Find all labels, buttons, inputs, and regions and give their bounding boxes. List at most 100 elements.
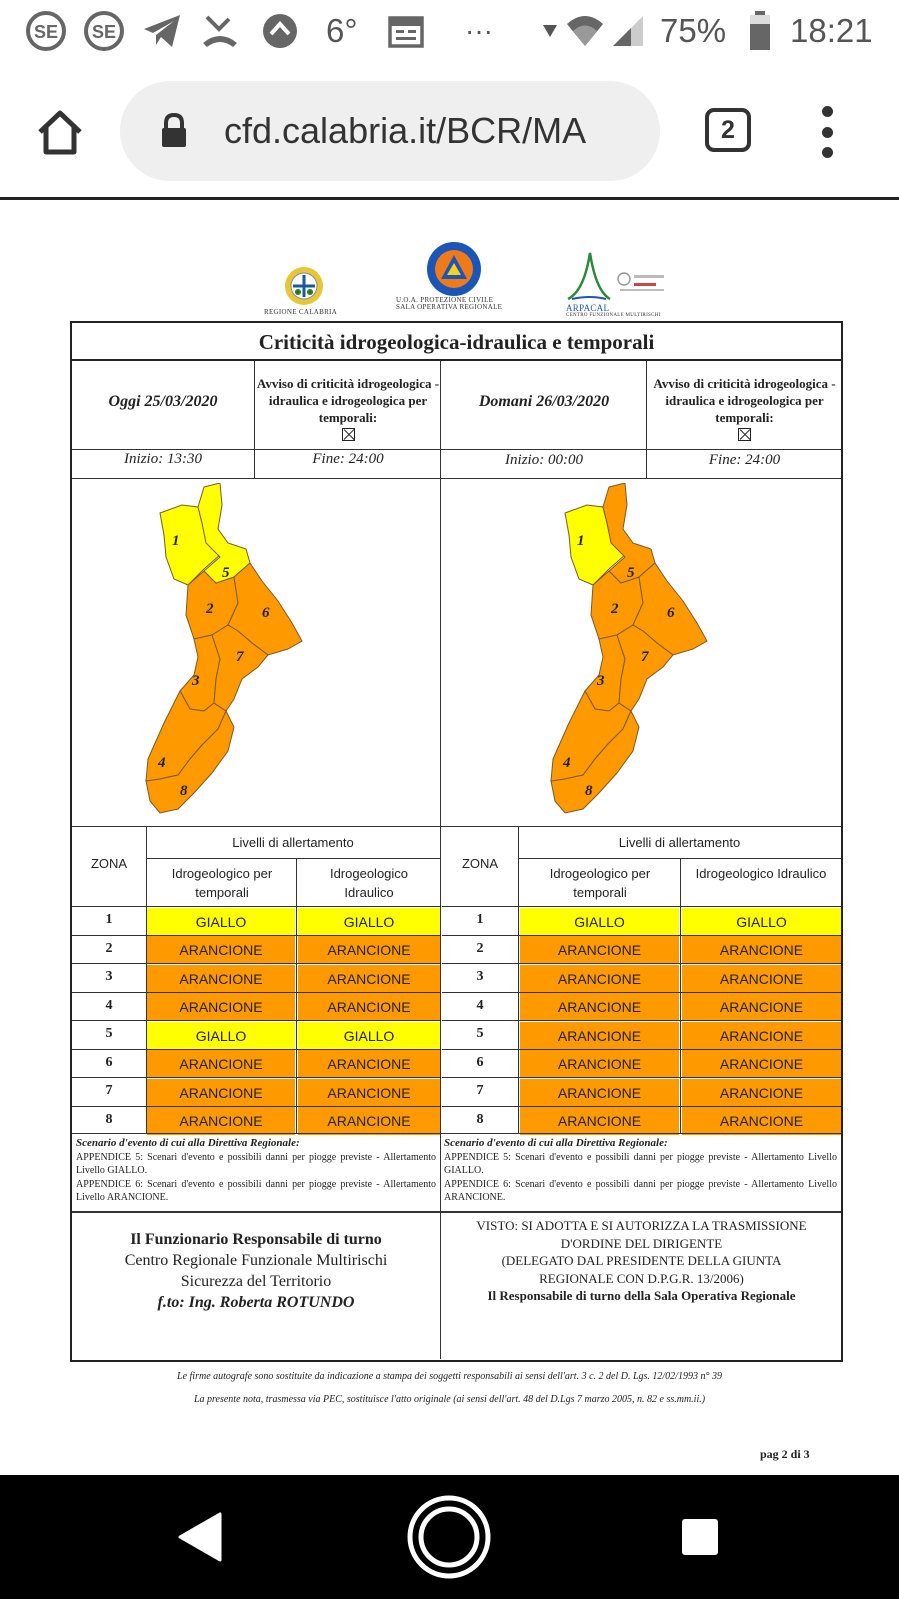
map-zone-label: 4: [562, 755, 571, 771]
alert-level-idraulico: ARANCIONE: [682, 993, 841, 1021]
map-zone-label: 8: [585, 783, 593, 799]
sig-right-line4: REGIONALE CON D.P.G.R. 13/2006): [539, 1270, 744, 1286]
table-row: [72, 906, 440, 935]
center-divider: [440, 361, 441, 1359]
home-circle-icon: [407, 1495, 491, 1579]
home-icon: [38, 110, 82, 155]
alert-level-temporali: ARANCIONE: [520, 1078, 679, 1107]
table-row: [442, 1020, 841, 1049]
scenario-app5: APPENDICE 5: Scenari d'evento e possibil…: [76, 1151, 436, 1177]
temperature-text: 6°: [326, 12, 358, 49]
alert-level-idraulico: ARANCIONE: [298, 1107, 440, 1135]
table-row: [72, 1048, 440, 1078]
alert-level-temporali: ARANCIONE: [147, 1107, 295, 1135]
sig-left-line2: Centro Regionale Funzionale Multirischi: [124, 1252, 388, 1269]
map-zone-label: 1: [577, 533, 585, 549]
calendar-icon: [384, 10, 428, 52]
alert-level-temporali: GIALLO: [147, 907, 295, 936]
tomorrow-end: Fine: 24:00: [708, 452, 781, 468]
back-button[interactable]: [140, 1475, 260, 1599]
divider: [518, 826, 519, 1133]
zone-number: 3: [105, 969, 113, 984]
protezione-civile-logo: [427, 242, 481, 296]
today-scenario: Scenario d'evento di cui alla Direttiva …: [76, 1137, 436, 1205]
tab-switcher-button[interactable]: 2: [705, 108, 751, 152]
map-zone-8: [550, 709, 640, 814]
zone-number: 7: [476, 1083, 484, 1098]
alert-level-temporali: GIALLO: [147, 1021, 295, 1050]
menu-dot-icon: [821, 106, 833, 117]
map-zone-label: 6: [262, 605, 270, 621]
alert-level-idraulico: ARANCIONE: [682, 1078, 841, 1107]
wifi-icon: [564, 10, 606, 52]
today-start: Inizio: 13:30: [124, 451, 202, 467]
protezione-caption-1: U.O.A. PROTEZIONE CIVILE: [396, 296, 494, 304]
alert-level-idraulico: ARANCIONE: [682, 936, 841, 964]
zone-number: 2: [105, 940, 113, 956]
arpacal-caption: ARPACAL: [566, 303, 610, 313]
zone-number: 4: [476, 997, 484, 1013]
address-bar[interactable]: cfd.calabria.it/BCR/MA: [120, 81, 660, 181]
alert-level-temporali: ARANCIONE: [147, 964, 295, 993]
regione-calabria-logo: [285, 267, 323, 305]
table-row: [442, 1048, 841, 1078]
alert-level-temporali: ARANCIONE: [520, 936, 679, 964]
zone-number: 8: [476, 1111, 484, 1127]
map-zone-label: 5: [627, 565, 635, 581]
today-avviso: Avviso di criticità idrogeologica - idra…: [256, 375, 440, 445]
bulletin-title: Criticità idrogeologica-idraulica e temp…: [72, 323, 841, 361]
checked-box-icon: [341, 428, 355, 441]
divider: [646, 361, 647, 479]
zona-header: ZONA: [461, 856, 499, 871]
recents-square-icon: [682, 1519, 718, 1555]
alert-level-idraulico: ARANCIONE: [682, 1107, 841, 1135]
tomorrow-avviso-text: Avviso di criticità idrogeologica - idra…: [653, 376, 836, 425]
alert-level-temporali: ARANCIONE: [147, 1050, 295, 1078]
home-nav-button[interactable]: [389, 1475, 509, 1599]
page-number: pag 2 di 3: [760, 1447, 810, 1461]
browser-toolbar: cfd.calabria.it/BCR/MA 2: [0, 62, 899, 200]
map-zone-7: [211, 624, 269, 712]
alert-level-temporali: ARANCIONE: [520, 993, 679, 1021]
alert-level-temporali: ARANCIONE: [520, 1021, 679, 1050]
table-row: [442, 934, 841, 964]
scenario-title: Scenario d'evento di cui alla Direttiva …: [76, 1137, 300, 1149]
home-button[interactable]: [30, 102, 90, 162]
arpacal-logo: [567, 252, 611, 301]
menu-dot-icon: [821, 147, 833, 158]
table-row: [442, 991, 841, 1021]
sig-right-line2: D'ORDINE DEL DIRIGENTE: [560, 1235, 723, 1251]
map-zone-label: 8: [180, 783, 188, 799]
footnote-signatures: Le firme autografe sono sostituite da in…: [177, 1371, 722, 1382]
sig-right-line5: Il Responsabile di turno della Sala Oper…: [487, 1288, 796, 1303]
recents-button[interactable]: [640, 1475, 760, 1599]
alert-level-idraulico: ARANCIONE: [298, 993, 440, 1021]
map-zone-8: [145, 709, 235, 814]
overflow-menu-button[interactable]: [812, 102, 842, 162]
url-text[interactable]: cfd.calabria.it/BCR/MA: [224, 110, 587, 151]
android-nav-bar: [0, 1475, 899, 1599]
menu-dot-icon: [821, 126, 833, 138]
today-date: Oggi 25/03/2020: [108, 393, 218, 410]
sig-left-line4: f.to: Ing. Roberta ROTUNDO: [157, 1294, 355, 1311]
alert-level-idraulico: GIALLO: [298, 1021, 440, 1050]
scenario-app5: APPENDICE 5: Scenari d'evento e possibil…: [444, 1151, 837, 1177]
approval-signature: VISTO: SI ADOTTA E SI AUTORIZZA LA TRASM…: [442, 1217, 841, 1305]
se-app-icon-2: SE: [82, 10, 126, 52]
table-row: [72, 1020, 440, 1049]
clock-time: 18:21: [790, 12, 873, 49]
scenario-title: Scenario d'evento di cui alla Direttiva …: [444, 1137, 668, 1149]
divider: [146, 858, 440, 859]
divider: [518, 858, 841, 859]
arpacal-sub-caption: CENTRO FUNZIONALE MULTIRISCHI: [566, 313, 661, 318]
cfm-logo: [617, 272, 664, 291]
zone-number: 7: [105, 1083, 113, 1098]
zone-number: 8: [105, 1111, 113, 1127]
map-zone-7: [616, 624, 674, 712]
telegram-icon: [140, 10, 184, 52]
table-row: [72, 1077, 440, 1106]
divider: [72, 478, 841, 479]
regione-caption: REGIONE CALABRIA: [264, 308, 338, 316]
status-bar: SE SE 6° ··· 75% 18:21: [0, 0, 899, 62]
map-zone-label: 2: [610, 601, 619, 617]
